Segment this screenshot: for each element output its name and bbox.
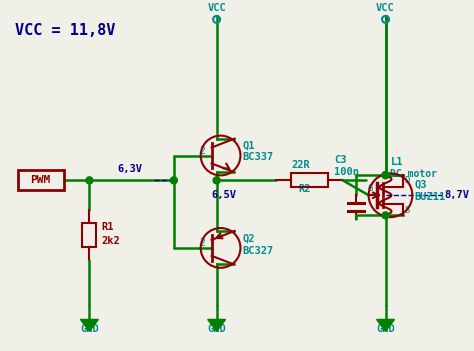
Text: BC327: BC327 — [242, 246, 273, 256]
Circle shape — [382, 172, 389, 179]
Circle shape — [171, 177, 177, 184]
Text: VCC = 11,8V: VCC = 11,8V — [15, 24, 115, 38]
Text: BC337: BC337 — [242, 152, 273, 163]
Text: 100n: 100n — [334, 167, 359, 177]
Circle shape — [86, 177, 93, 184]
Text: D: D — [404, 176, 410, 185]
Text: GND: GND — [376, 324, 395, 335]
Polygon shape — [208, 319, 226, 331]
Text: 2: 2 — [200, 238, 206, 248]
Text: VCC: VCC — [376, 4, 395, 13]
Text: 22R: 22R — [291, 160, 310, 171]
Text: BUZ11: BUZ11 — [414, 192, 446, 202]
Text: 6,5V: 6,5V — [211, 190, 237, 200]
Text: C3: C3 — [334, 155, 346, 165]
Polygon shape — [376, 319, 394, 331]
Text: Q2: Q2 — [242, 234, 255, 244]
Text: VCC: VCC — [207, 4, 226, 13]
Circle shape — [382, 212, 389, 219]
Text: G: G — [368, 184, 373, 193]
Text: R2: R2 — [298, 184, 310, 194]
Text: GND: GND — [207, 324, 226, 335]
Text: 2: 2 — [200, 146, 206, 155]
Text: 2k2: 2k2 — [101, 236, 120, 246]
Text: 6,3V: 6,3V — [117, 164, 142, 174]
Circle shape — [213, 177, 220, 184]
Text: PWM: PWM — [31, 176, 51, 185]
Text: Q1: Q1 — [242, 140, 255, 151]
Circle shape — [382, 172, 389, 179]
Text: Q3: Q3 — [414, 179, 427, 189]
Text: R1: R1 — [101, 222, 114, 232]
Text: 8,7V: 8,7V — [444, 190, 469, 200]
Polygon shape — [81, 319, 99, 331]
Text: GND: GND — [80, 324, 99, 335]
Text: DC motor: DC motor — [391, 169, 438, 179]
Text: L1: L1 — [391, 157, 403, 167]
Text: S: S — [404, 206, 410, 216]
